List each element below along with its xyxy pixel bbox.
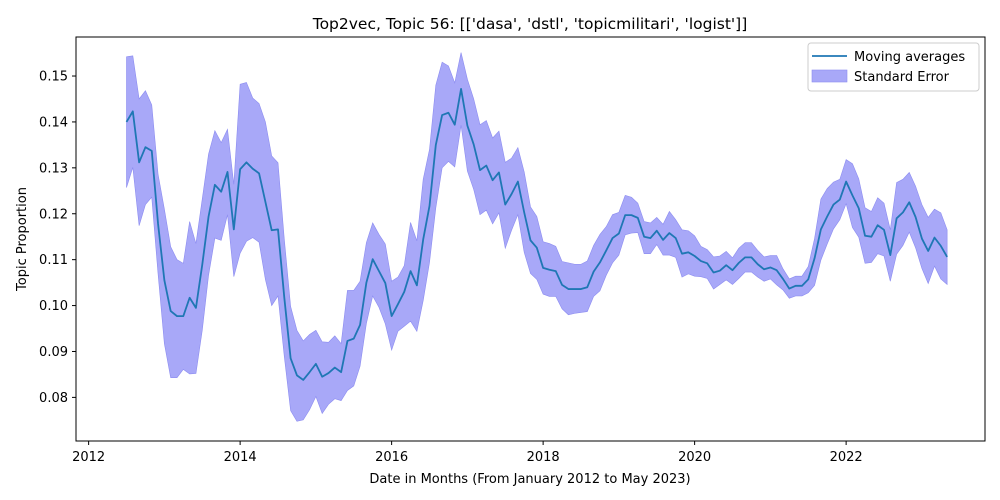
y-tick-label: 0.12 bbox=[39, 207, 68, 222]
standard-error-band-layer bbox=[126, 52, 948, 422]
x-tick-label: 2020 bbox=[678, 450, 711, 465]
y-tick-label: 0.10 bbox=[39, 299, 68, 314]
legend-swatch-standard-error bbox=[811, 69, 848, 83]
moving-averages-line bbox=[125, 87, 948, 381]
x-axis-ticks: 2012 2014 2016 2018 2020 2022 bbox=[72, 441, 863, 465]
x-axis-label: Date in Months (From January 2012 to May… bbox=[369, 472, 690, 487]
legend-box bbox=[807, 42, 980, 92]
plot-area-frame bbox=[75, 36, 986, 442]
standard-error-band bbox=[126, 52, 948, 422]
legend-label-moving-averages: Moving averages bbox=[854, 50, 965, 65]
x-tick-label: 2014 bbox=[224, 450, 257, 465]
y-tick-label: 0.09 bbox=[39, 345, 68, 360]
x-tick-label: 2018 bbox=[527, 450, 560, 465]
x-tick-label: 2012 bbox=[72, 450, 105, 465]
legend: Moving averages Standard Error bbox=[807, 42, 980, 92]
x-tick-label: 2022 bbox=[830, 450, 863, 465]
chart-title: Top2vec, Topic 56: [['dasa', 'dstl', 'to… bbox=[312, 15, 748, 33]
moving-average-line-layer bbox=[125, 87, 948, 381]
y-axis-label: Topic Proportion bbox=[15, 187, 30, 292]
y-tick-label: 0.08 bbox=[39, 391, 68, 406]
y-tick-label: 0.11 bbox=[39, 253, 68, 268]
y-tick-label: 0.14 bbox=[39, 115, 68, 130]
legend-label-standard-error: Standard Error bbox=[854, 70, 950, 85]
y-tick-label: 0.13 bbox=[39, 161, 68, 176]
y-axis-ticks: 0.08 0.09 0.10 0.11 0.12 0.13 0.14 0.15 bbox=[39, 70, 76, 406]
y-tick-label: 0.15 bbox=[39, 70, 68, 85]
x-tick-label: 2016 bbox=[375, 450, 408, 465]
